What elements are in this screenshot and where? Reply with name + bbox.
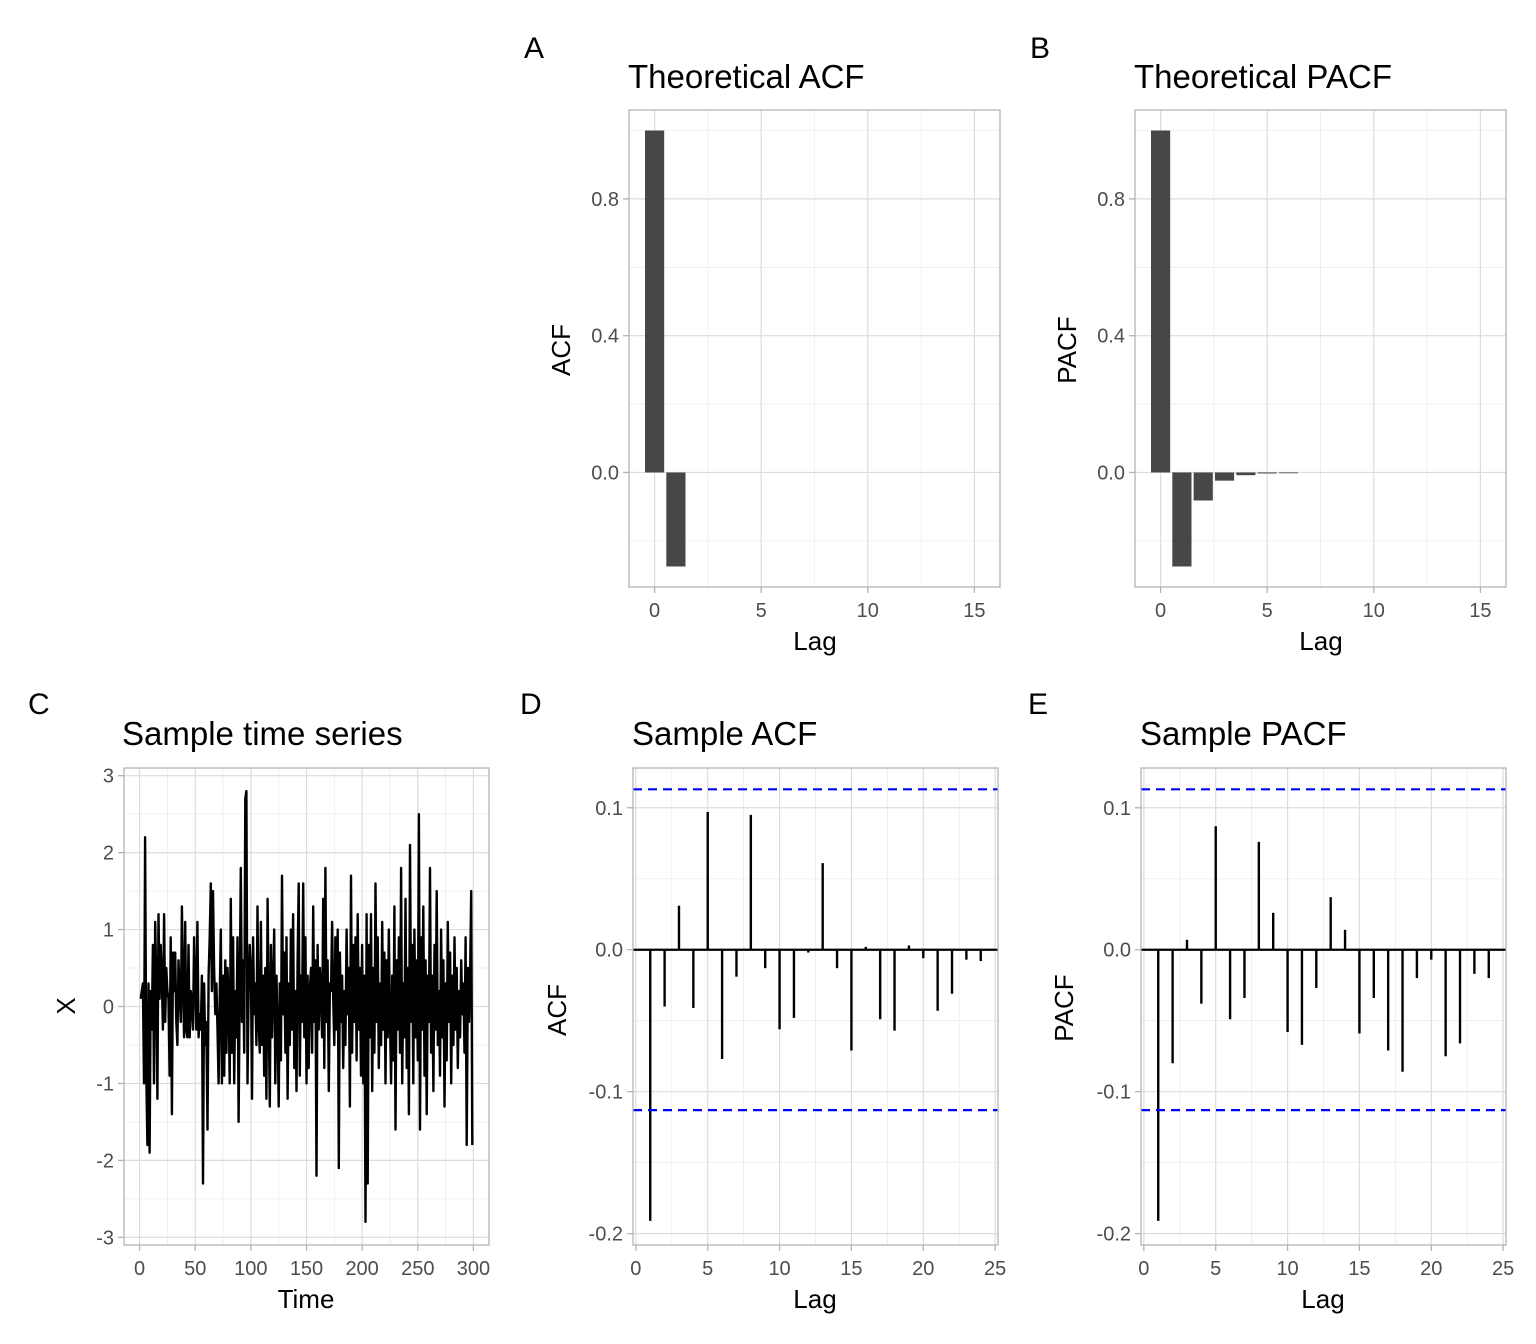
panel-c-ytick-label: 2 [103, 843, 114, 865]
panel-b: B Theoretical PACF 0 5 10 15 0.0 0.4 0.8 Lag P… [1030, 32, 1507, 656]
panel-a-ytick-label: 0.4 [591, 326, 619, 348]
panel-a-panel-border [628, 109, 1001, 588]
panel-d-ytick-label: -0.2 [589, 1224, 623, 1246]
panel-a: A Theoretical ACF 0 5 10 15 0.0 0.4 0.8 Lag AC… [524, 32, 1001, 656]
panel-a-xtick-label: 5 [756, 600, 767, 622]
panel-b-title: Theoretical PACF [1134, 58, 1392, 95]
panel-d-xtick-label: 20 [912, 1258, 934, 1280]
panel-c: C Sample time series 0 50 100 150 200 250 300 -… [28, 688, 490, 1314]
panel-c-xtick-label: 250 [401, 1258, 434, 1280]
panel-d-tag: D [520, 688, 542, 721]
panel-c-ytick-label: -1 [96, 1073, 114, 1095]
panel-e-xtick-label: 10 [1276, 1258, 1298, 1280]
panel-e-ytick-label: 0.1 [1103, 798, 1131, 820]
panel-d-xtick-label: 10 [768, 1258, 790, 1280]
panel-b-ytick-label: 0.8 [1097, 189, 1125, 211]
panel-e-ytick-label: 0.0 [1103, 940, 1131, 962]
panel-e-panel-border [1140, 767, 1507, 1246]
panel-c-plot: 0 50 100 150 200 250 300 -3 -2 -1 0 1 2 3 [96, 766, 490, 1280]
panel-b-ytick-label: 0.0 [1097, 462, 1125, 484]
panel-d-title: Sample ACF [632, 715, 817, 752]
panel-a-bar-lag-0 [644, 130, 665, 473]
panel-c-xtick-label: 300 [457, 1258, 490, 1280]
panel-d-xtick-label: 0 [630, 1258, 641, 1280]
panel-a-title: Theoretical ACF [628, 58, 865, 95]
panel-a-ytick-label: 0.0 [591, 462, 619, 484]
panel-a-bar-lag-1 [666, 472, 686, 567]
panel-e-title: Sample PACF [1140, 715, 1347, 752]
panel-c-title: Sample time series [122, 715, 403, 752]
panel-e-plot: 0 5 10 15 20 25 -0.2 -0.1 0.0 0.1 [1097, 767, 1514, 1280]
panel-e-xtick-label: 20 [1420, 1258, 1442, 1280]
panel-d-ytick-label: 0.0 [595, 940, 623, 962]
panel-a-xtick-label: 10 [857, 600, 879, 622]
panel-d-ytick-label: -0.1 [589, 1082, 623, 1104]
panel-d: D Sample ACF 0 5 10 15 20 25 -0.2 -0.1 0.0 0.1 La… [520, 688, 1006, 1314]
panel-e-xtick-label: 15 [1348, 1258, 1370, 1280]
panel-a-plot: 0 5 10 15 0.0 0.4 0.8 [591, 109, 1001, 622]
panel-e-ylabel: PACF [1049, 974, 1079, 1041]
panel-b-xtick-label: 5 [1262, 600, 1273, 622]
panel-a-tag: A [524, 32, 544, 65]
panel-b-panel-border [1134, 109, 1507, 588]
panel-d-xtick-label: 25 [984, 1258, 1006, 1280]
panel-c-xtick-label: 100 [234, 1258, 267, 1280]
panel-b-xlabel: Lag [1299, 626, 1342, 656]
panel-c-xtick-label: 50 [184, 1258, 206, 1280]
panel-b-bar-lag-0 [1150, 130, 1171, 473]
panel-c-ytick-label: -3 [96, 1227, 114, 1249]
panel-b-bar-lag-2 [1193, 472, 1213, 501]
panel-c-ytick-label: -2 [96, 1150, 114, 1172]
panel-c-xtick-label: 150 [290, 1258, 323, 1280]
panel-a-xtick-label: 15 [963, 600, 985, 622]
panel-a-ylabel: ACF [546, 324, 576, 376]
panel-e-ytick-label: -0.2 [1097, 1224, 1131, 1246]
panel-b-bar-lag-4 [1236, 472, 1256, 476]
panel-d-panel-border [632, 767, 999, 1246]
panel-c-ytick-label: 3 [103, 766, 114, 788]
panel-b-ylabel: PACF [1052, 316, 1082, 383]
panel-c-xtick-label: 0 [134, 1258, 145, 1280]
panel-a-xtick-label: 0 [649, 600, 660, 622]
panel-d-xtick-label: 15 [840, 1258, 862, 1280]
panel-e-xtick-label: 5 [1210, 1258, 1221, 1280]
panel-d-xlabel: Lag [793, 1284, 836, 1314]
panel-a-xlabel: Lag [793, 626, 836, 656]
panel-b-xtick-label: 0 [1155, 600, 1166, 622]
panel-e-xlabel: Lag [1301, 1284, 1344, 1314]
panel-b-bar-lag-3 [1214, 472, 1235, 481]
panel-e: E Sample PACF 0 5 10 15 20 25 -0.2 -0.1 0.0 0.1 L… [1028, 688, 1514, 1314]
panel-b-tag: B [1030, 32, 1050, 65]
panel-b-xtick-label: 15 [1469, 600, 1491, 622]
panel-d-ylabel: ACF [542, 984, 572, 1036]
panel-c-ytick-label: 1 [103, 920, 114, 942]
panel-d-plot: 0 5 10 15 20 25 -0.2 -0.1 0.0 0.1 [589, 767, 1006, 1280]
panel-b-xtick-label: 10 [1363, 600, 1385, 622]
panel-e-xtick-label: 25 [1492, 1258, 1514, 1280]
panel-d-xtick-label: 5 [702, 1258, 713, 1280]
panel-b-ytick-label: 0.4 [1097, 326, 1125, 348]
panel-c-xlabel: Time [278, 1284, 335, 1314]
panel-c-xtick-label: 200 [345, 1258, 378, 1280]
panel-c-ytick-label: 0 [103, 997, 114, 1019]
panel-e-tag: E [1028, 688, 1048, 721]
panel-d-ytick-label: 0.1 [595, 798, 623, 820]
panel-b-bar-lag-5 [1257, 472, 1277, 474]
panel-e-xtick-label: 0 [1138, 1258, 1149, 1280]
panel-a-ytick-label: 0.8 [591, 189, 619, 211]
panel-b-plot: 0 5 10 15 0.0 0.4 0.8 [1097, 109, 1507, 622]
panel-e-ytick-label: -0.1 [1097, 1082, 1131, 1104]
panel-b-bar-lag-1 [1172, 472, 1192, 567]
panel-c-series-line [139, 789, 474, 1224]
panel-b-bar-lag-6 [1278, 472, 1299, 474]
panel-c-ylabel: X [51, 997, 81, 1014]
panel-c-tag: C [28, 688, 50, 721]
